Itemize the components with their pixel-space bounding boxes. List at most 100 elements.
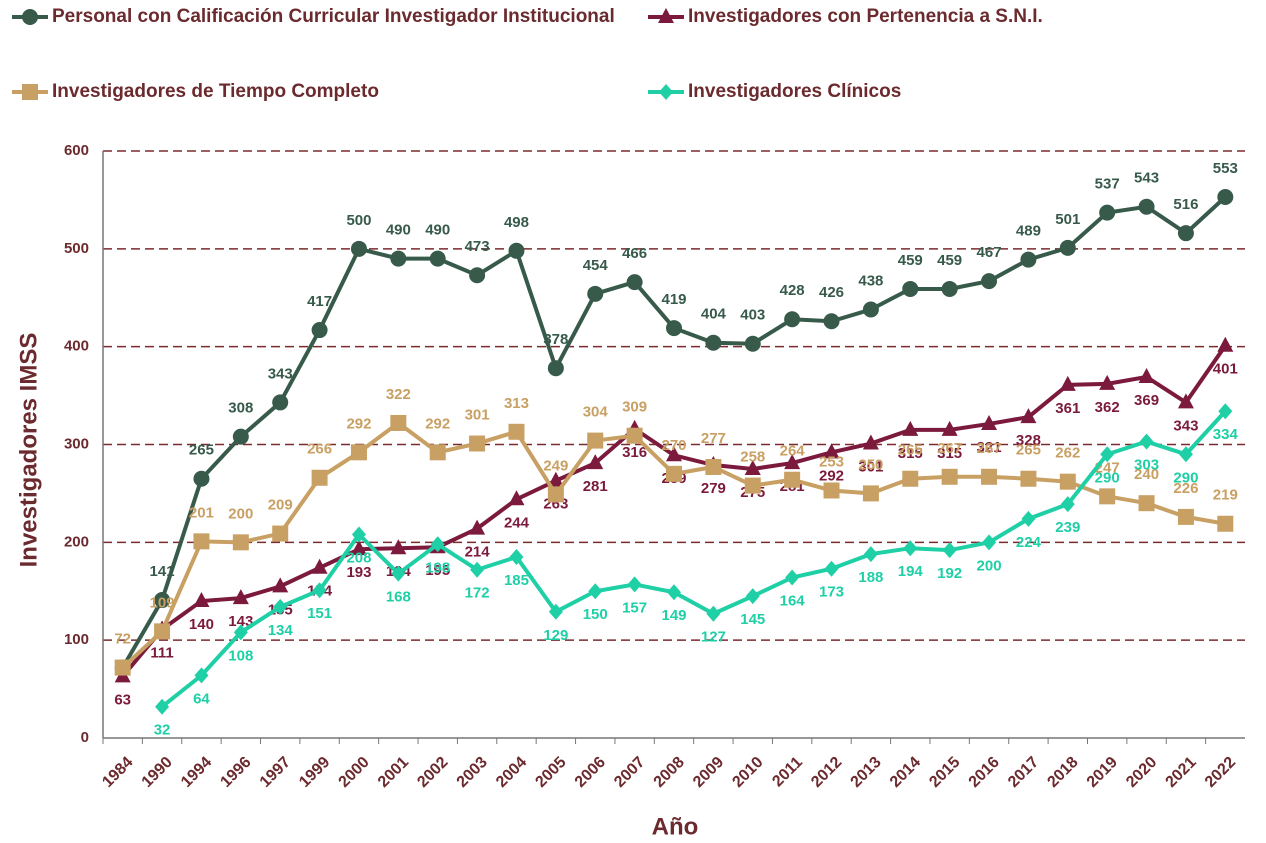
data-label: 214 bbox=[465, 544, 491, 561]
legend-label: Investigadores de Tiempo Completo bbox=[52, 81, 379, 102]
x-tick-label: 2008 bbox=[651, 754, 688, 791]
data-label: 301 bbox=[465, 406, 490, 423]
data-label: 109 bbox=[150, 594, 175, 611]
x-tick-label: 2010 bbox=[729, 754, 766, 791]
data-label: 489 bbox=[1016, 223, 1041, 240]
data-point bbox=[1059, 473, 1076, 490]
data-label: 428 bbox=[780, 282, 805, 299]
data-label: 239 bbox=[1055, 519, 1080, 536]
data-label: 149 bbox=[661, 607, 686, 624]
data-label: 193 bbox=[346, 564, 371, 581]
data-label: 32 bbox=[154, 722, 171, 739]
data-label: 301 bbox=[858, 458, 883, 475]
data-point bbox=[469, 435, 486, 452]
data-label: 267 bbox=[977, 440, 1002, 457]
data-label: 244 bbox=[504, 514, 530, 531]
data-label: 151 bbox=[307, 605, 332, 622]
data-label: 467 bbox=[977, 244, 1002, 261]
y-tick-label: 100 bbox=[64, 631, 89, 648]
data-label: 516 bbox=[1173, 196, 1198, 213]
data-label: 127 bbox=[701, 629, 726, 646]
x-tick-label: 2005 bbox=[532, 754, 569, 791]
data-point bbox=[1099, 374, 1116, 390]
data-point bbox=[1217, 188, 1234, 205]
data-point bbox=[155, 698, 170, 715]
data-point bbox=[626, 427, 643, 444]
data-point bbox=[744, 477, 761, 494]
data-point bbox=[1060, 496, 1075, 513]
data-label: 108 bbox=[228, 647, 253, 664]
data-label: 143 bbox=[228, 613, 253, 630]
data-label: 262 bbox=[1055, 445, 1080, 462]
data-label: 249 bbox=[543, 457, 568, 474]
data-label: 315 bbox=[898, 445, 923, 462]
data-label: 459 bbox=[937, 252, 962, 269]
data-label: 172 bbox=[465, 585, 490, 602]
data-label: 490 bbox=[425, 222, 450, 239]
data-label: 72 bbox=[114, 631, 131, 648]
data-point bbox=[311, 558, 328, 574]
data-label: 362 bbox=[1095, 399, 1120, 416]
data-point bbox=[272, 394, 289, 411]
x-tick-label: 2002 bbox=[414, 754, 451, 791]
data-label: 111 bbox=[150, 644, 173, 661]
data-label: 343 bbox=[268, 365, 293, 382]
data-point bbox=[862, 485, 879, 502]
x-tick-label: 2000 bbox=[336, 754, 373, 791]
data-label: 334 bbox=[1213, 426, 1239, 443]
data-label: 404 bbox=[701, 306, 727, 323]
data-point bbox=[744, 459, 761, 475]
data-point bbox=[941, 420, 958, 436]
data-label: 292 bbox=[819, 467, 844, 484]
data-label: 240 bbox=[1134, 466, 1159, 483]
data-point bbox=[1020, 251, 1037, 268]
data-point bbox=[547, 471, 564, 487]
data-label: 361 bbox=[1055, 400, 1080, 417]
data-label: 292 bbox=[346, 415, 371, 432]
data-point bbox=[547, 360, 564, 377]
y-axis-title: Investigadores IMSS bbox=[15, 333, 42, 568]
data-label: 63 bbox=[114, 691, 131, 708]
y-tick-label: 300 bbox=[64, 435, 89, 452]
data-label: 265 bbox=[898, 442, 923, 459]
data-point bbox=[902, 470, 919, 487]
data-label: 198 bbox=[425, 559, 450, 576]
x-tick-label: 2021 bbox=[1163, 754, 1200, 791]
x-tick-label: 2006 bbox=[572, 754, 609, 791]
data-point bbox=[311, 322, 328, 339]
data-point bbox=[863, 546, 878, 563]
data-point bbox=[273, 598, 288, 615]
data-point bbox=[548, 603, 563, 620]
data-label: 267 bbox=[937, 440, 962, 457]
x-tick-label: 2017 bbox=[1005, 754, 1042, 791]
data-point bbox=[114, 659, 131, 676]
x-tick-label: 2015 bbox=[926, 754, 963, 791]
y-tick-label: 0 bbox=[81, 729, 89, 746]
data-label: 279 bbox=[701, 480, 726, 497]
data-label: 315 bbox=[937, 445, 962, 462]
data-label: 454 bbox=[583, 257, 609, 274]
data-point bbox=[902, 280, 919, 297]
data-point bbox=[469, 519, 486, 535]
data-point bbox=[823, 443, 840, 459]
data-label: 328 bbox=[1016, 432, 1041, 449]
data-point bbox=[981, 273, 998, 290]
data-point bbox=[626, 274, 643, 291]
data-point bbox=[508, 242, 525, 259]
data-point bbox=[902, 420, 919, 436]
x-tick-label: 1994 bbox=[178, 754, 215, 791]
data-label: 343 bbox=[1173, 417, 1198, 434]
data-label: 290 bbox=[1173, 469, 1198, 486]
data-label: 322 bbox=[386, 386, 411, 403]
data-label: 141 bbox=[150, 563, 175, 580]
data-point bbox=[903, 540, 918, 557]
data-label: 253 bbox=[819, 453, 844, 470]
data-point bbox=[1217, 515, 1234, 532]
legend-marker bbox=[22, 9, 38, 25]
data-label: 265 bbox=[1016, 442, 1041, 459]
data-point bbox=[430, 536, 445, 553]
data-point bbox=[1139, 433, 1154, 450]
data-label: 164 bbox=[780, 593, 806, 610]
data-point bbox=[1177, 393, 1194, 409]
data-point bbox=[429, 444, 446, 461]
